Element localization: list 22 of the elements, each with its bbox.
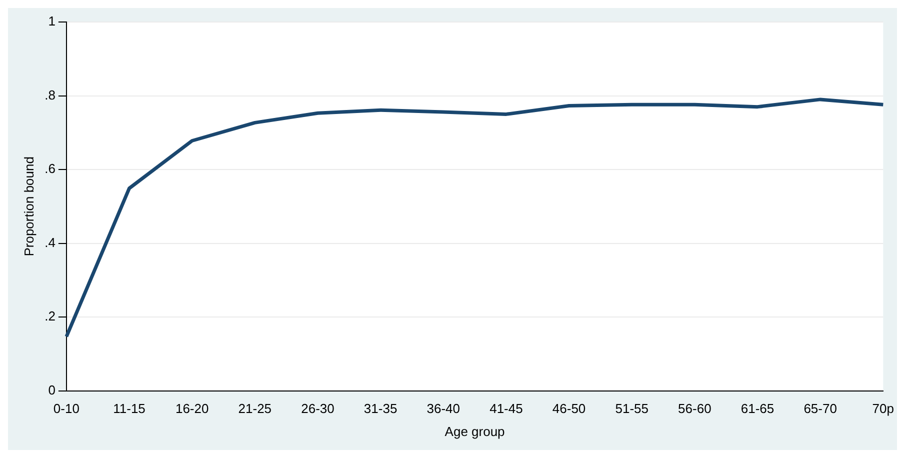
x-tick-label: 41-45	[490, 401, 523, 416]
x-tick-label: 21-25	[238, 401, 272, 416]
x-tick-label: 65-70	[804, 401, 837, 416]
x-tick-label: 11-15	[113, 401, 146, 416]
x-tick-label: 61-65	[740, 401, 774, 416]
x-tick-label: 31-35	[364, 401, 398, 416]
x-tick-label: 16-20	[175, 401, 209, 416]
x-tick-label: 51-55	[615, 401, 648, 416]
y-tick-label: .8	[44, 87, 56, 102]
x-tick-label: 36-40	[426, 401, 460, 416]
x-axis-title: Age group	[444, 424, 505, 439]
x-tick-label: 0-10	[53, 401, 80, 416]
x-tick-label: 46-50	[552, 401, 586, 416]
y-tick-label: .6	[44, 161, 56, 176]
y-tick-label: .4	[44, 234, 56, 250]
y-tick-label: 1	[48, 14, 56, 29]
x-tick-label: 56-60	[678, 401, 712, 416]
x-tick-label: 70p	[872, 401, 894, 416]
y-tick-label: .2	[44, 308, 56, 324]
y-tick-label: 0	[48, 382, 56, 398]
x-tick-label: 26-30	[301, 401, 334, 416]
y-axis-title: Proportion bound	[21, 156, 36, 256]
